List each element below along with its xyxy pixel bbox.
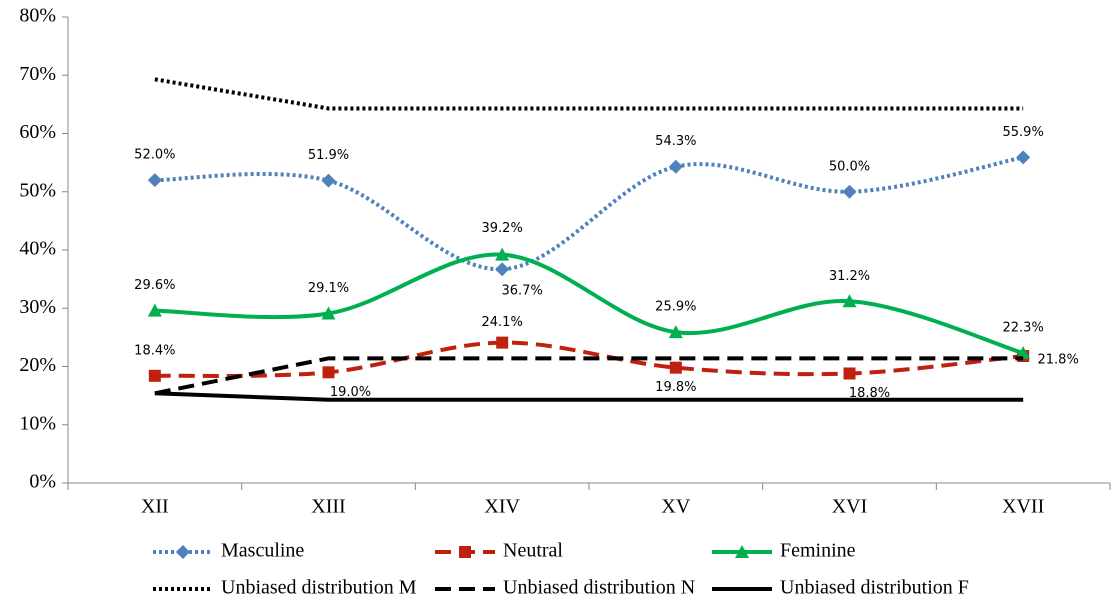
marker — [322, 366, 335, 379]
x-tick-label: XVI — [832, 496, 868, 518]
marker — [148, 369, 161, 382]
data-label: 55.9% — [1003, 125, 1044, 140]
data-label: 29.1% — [308, 281, 349, 296]
marker — [176, 545, 190, 559]
marker — [668, 325, 683, 339]
data-label: 22.3% — [1003, 321, 1044, 336]
y-tick-label: 10% — [19, 412, 56, 434]
marker — [735, 545, 749, 558]
y-tick-label: 30% — [19, 296, 56, 318]
y-tick-label: 40% — [19, 238, 56, 260]
x-tick-label: XVII — [1002, 496, 1044, 518]
marker — [1016, 150, 1031, 165]
x-tick-label: XV — [661, 496, 690, 518]
data-label: 19.0% — [330, 385, 371, 400]
marker — [321, 173, 336, 188]
series-line — [154, 252, 1024, 356]
data-label: 36.7% — [502, 284, 543, 299]
data-label: 21.8% — [1038, 353, 1079, 368]
marker — [496, 336, 509, 349]
data-label: 18.4% — [134, 343, 175, 358]
marker — [1016, 346, 1031, 360]
marker — [842, 184, 857, 199]
data-label: 51.9% — [308, 148, 349, 163]
y-tick-label: 0% — [29, 471, 56, 493]
series-line — [154, 155, 1024, 272]
series-line — [154, 77, 1024, 111]
marker — [842, 294, 857, 308]
data-label: 54.3% — [655, 134, 696, 149]
marker — [668, 159, 683, 174]
data-label: 24.1% — [482, 315, 523, 330]
y-tick-label: 80% — [19, 5, 56, 27]
y-tick-label: 20% — [19, 354, 56, 376]
y-tick-label: 60% — [19, 121, 56, 143]
series-line — [154, 340, 1024, 378]
marker — [321, 306, 336, 320]
x-tick-label: XIII — [311, 496, 345, 518]
y-tick-label: 50% — [19, 179, 56, 201]
legend-label: Neutral — [503, 540, 563, 562]
series-line — [154, 356, 1024, 396]
data-label: 19.8% — [655, 380, 696, 395]
marker — [147, 303, 162, 317]
data-label: 31.2% — [829, 269, 870, 284]
marker — [495, 262, 510, 277]
data-label: 39.2% — [482, 221, 523, 236]
marker — [843, 367, 856, 380]
marker — [495, 247, 510, 261]
data-label: 29.6% — [134, 278, 175, 293]
x-tick-label: XII — [141, 496, 169, 518]
x-tick-label: XIV — [484, 496, 520, 518]
legend-label: Masculine — [221, 540, 304, 562]
data-label: 52.0% — [134, 148, 175, 163]
data-label: 25.9% — [655, 300, 696, 315]
legend-label: Unbiased distribution M — [221, 577, 417, 599]
legend-label: Unbiased distribution F — [780, 577, 969, 599]
legend-label: Unbiased distribution N — [503, 577, 695, 599]
marker — [669, 361, 682, 374]
marker — [147, 173, 162, 188]
y-tick-label: 70% — [19, 63, 56, 85]
marker — [459, 546, 471, 558]
data-label: 50.0% — [829, 159, 870, 174]
data-label: 18.8% — [849, 386, 890, 401]
legend-label: Feminine — [780, 540, 856, 562]
series-line — [154, 391, 1024, 402]
